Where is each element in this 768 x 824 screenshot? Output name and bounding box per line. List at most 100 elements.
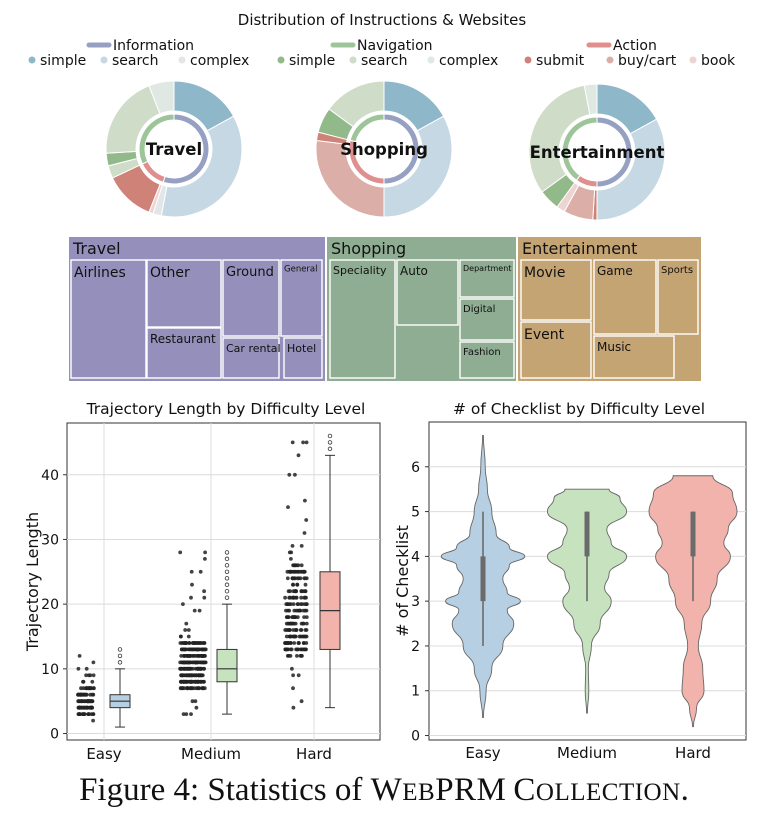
boxplot-outlier [224, 550, 230, 555]
boxplot-strip-point [196, 647, 201, 652]
boxplot-strip-point [303, 589, 308, 594]
treemap-cell-label: Movie [524, 265, 565, 281]
boxplot-strip-point [298, 569, 303, 574]
boxplot-strip-point [302, 569, 306, 574]
boxplot-strip-point [288, 634, 292, 639]
donut-outer-slice [596, 118, 666, 221]
boxplot-ylabel: Trajectory Length [23, 512, 42, 652]
violin-xtick-label: Medium [557, 744, 617, 762]
boxplot-strip-point [88, 705, 92, 710]
caption-prefix: Figure 4: Statistics of [79, 772, 371, 808]
legend-item-marker [689, 56, 697, 64]
boxplot-strip-point [295, 647, 300, 652]
boxplot-strip-point [187, 666, 192, 671]
boxplot-strip-point [303, 595, 307, 600]
treemap-group-label: Entertainment [522, 239, 637, 258]
boxplot-strip-point [303, 582, 308, 587]
boxplot-strip-point [81, 679, 86, 684]
boxplot-strip-point [283, 595, 287, 600]
boxplot-strip-point [287, 595, 292, 600]
legend-item-label: buy/cart [618, 53, 677, 69]
treemap-cell [396, 259, 459, 326]
treemap-cell-label: Other [150, 265, 190, 281]
boxplot-ytick-label: 30 [41, 532, 59, 548]
donut-outer-slice [160, 115, 243, 218]
boxplot-strip-point [304, 576, 309, 581]
boxplot-strip-point [298, 608, 303, 613]
boxplot-strip-point [285, 654, 290, 658]
treemap-cell-label: General [284, 265, 318, 275]
legend-item-label: simple [289, 53, 335, 69]
boxplot-ytick-label: 20 [41, 597, 59, 613]
donut-entertainment: Entertainment [528, 83, 666, 221]
boxplot-strip-point [186, 660, 191, 665]
boxplot-strip-point [286, 505, 290, 509]
donut-inner-slice [349, 113, 385, 143]
boxplot-strip-point [287, 602, 292, 606]
legend-item-label: submit [536, 53, 585, 69]
violin-ytick-label: 2 [411, 639, 420, 655]
caption-name: WEBPRM COLLECTION [370, 772, 681, 808]
boxplot-strip-point [189, 595, 193, 600]
boxplot-strip-point [291, 628, 296, 632]
violin-chart: 0 1 2 3 4 5 6 # of Checklist Easy Medium Hard [393, 421, 747, 762]
boxplot-strip-point [294, 628, 299, 632]
treemap-cell-label: Fashion [463, 347, 501, 358]
boxplot-outlier [224, 576, 230, 581]
boxplot-strip-point [178, 679, 183, 684]
boxplot-strip-point [182, 654, 187, 658]
boxplot-strip-point [88, 692, 93, 697]
boxplot-strip-point [76, 705, 81, 710]
legend-item-label: search [361, 53, 408, 69]
boxplot-strip-point [292, 641, 297, 645]
boxplot-strip-point [291, 582, 295, 587]
boxplot-strip-point [197, 608, 202, 613]
boxplot-outlier [327, 446, 333, 452]
legend-item-marker [349, 56, 357, 64]
boxplot-strip-point [283, 628, 288, 632]
boxplot-strip-point [190, 679, 194, 684]
boxplot-strip-point [185, 673, 189, 678]
boxplot-strip-point [86, 712, 91, 716]
legend-group-label: Information [113, 38, 194, 54]
violin-ytick-label: 0 [411, 729, 420, 745]
boxplot-ytick-label: 0 [50, 727, 59, 743]
boxplot-strip-point [90, 679, 95, 684]
violin-ylabel: # of Checklist [393, 525, 412, 637]
boxplot-strip-point [299, 595, 304, 600]
boxplot-strip-point [293, 589, 298, 594]
treemap-cell [222, 337, 280, 379]
boxplot-strip-point [291, 615, 296, 619]
legend-item-marker [524, 56, 532, 64]
treemap-cell [459, 341, 515, 379]
donut-center-label: Shopping [340, 140, 428, 159]
boxplot-strip-point [192, 660, 197, 665]
boxplot-strip-point [299, 563, 304, 568]
boxplot-strip-point [190, 699, 195, 704]
boxplot-strip-point [77, 654, 82, 658]
boxplot-ytick-label: 40 [41, 468, 59, 484]
boxplot-strip-point [91, 686, 96, 691]
treemap-cell-label: Music [597, 340, 631, 354]
boxplot-strip-point [301, 621, 306, 626]
boxplot-strip-point [187, 641, 192, 645]
boxplot-strip-point [76, 666, 81, 671]
treemap-cell-label: Airlines [74, 265, 126, 281]
legend-item-label: book [701, 53, 736, 69]
treemap-cell [593, 259, 657, 335]
treemap-cell-label: Restaurant [150, 332, 216, 346]
treemap-cell [520, 259, 592, 321]
donut-legend: Information simple search complex Navigation… [28, 38, 736, 69]
boxplot-outlier [224, 582, 230, 587]
boxplot-strip-point [304, 608, 309, 613]
treemap-group-label: Shopping [331, 239, 406, 258]
boxplot-strip-point [303, 498, 307, 503]
boxplot-strip-point [287, 628, 292, 632]
boxplot-outlier [224, 563, 230, 568]
legend-item-label: complex [190, 53, 249, 69]
boxplot-outlier [224, 595, 230, 600]
donut-center-label: Travel [146, 140, 202, 159]
boxplot-strip-point [77, 712, 82, 716]
boxplot-strip-point [91, 673, 96, 678]
boxplot-strip-point [87, 673, 91, 678]
